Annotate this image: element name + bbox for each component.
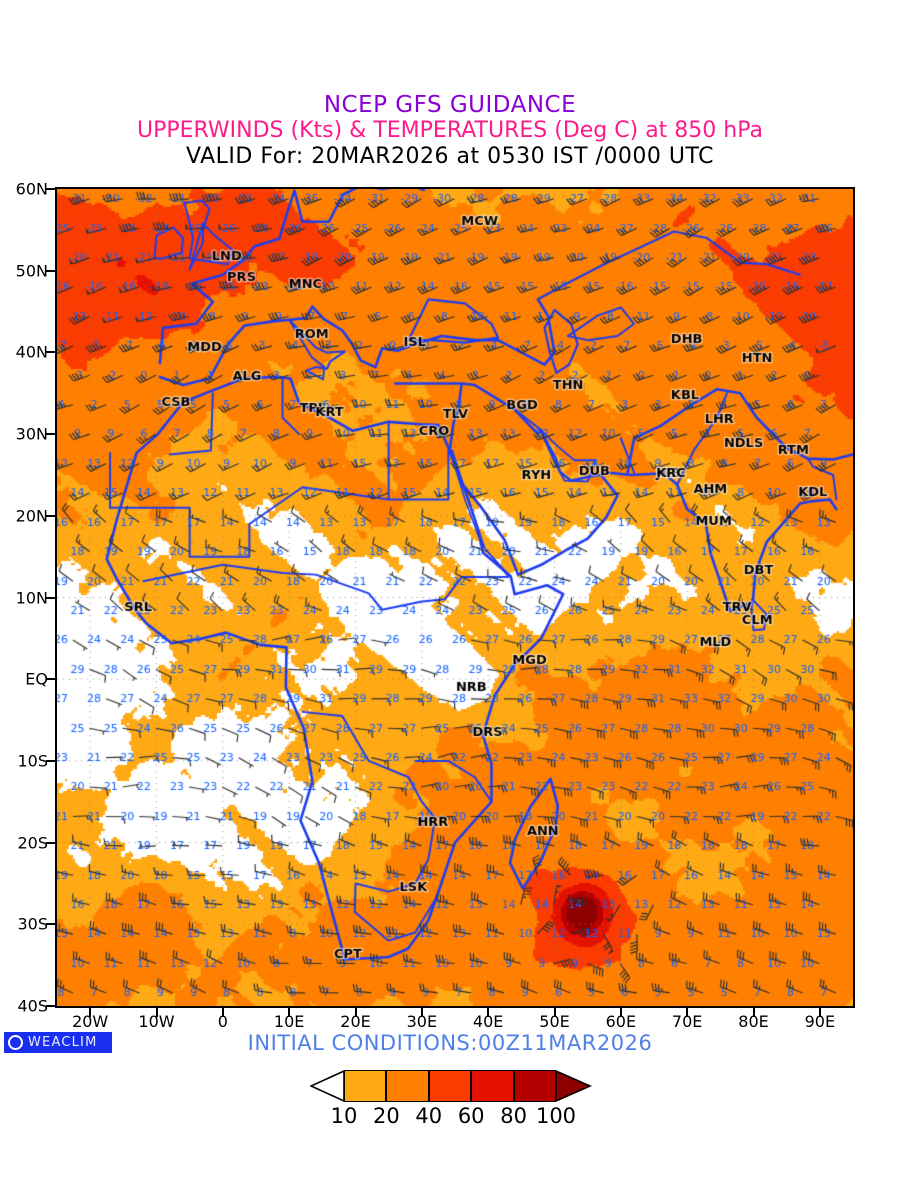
lat-tick-mark (46, 188, 55, 190)
title-line-model: NCEP GFS GUIDANCE (323, 92, 577, 118)
lat-tick-label: EQ (25, 669, 48, 689)
lat-tick-label: 30N (15, 424, 48, 444)
colorbar-segment (471, 1070, 514, 1102)
lat-tick-label: 30S (17, 914, 48, 934)
lat-tick-mark (46, 759, 55, 762)
lon-tick-mark (686, 1008, 689, 1017)
lon-tick-mark (752, 1008, 755, 1017)
lon-tick-label: 10E (273, 1012, 305, 1031)
colorbar-segment (344, 1070, 387, 1102)
lon-tick-mark (221, 1008, 224, 1017)
weather-map-canvas (57, 189, 853, 1006)
lon-tick-label: 20W (72, 1012, 109, 1031)
colorbar-segment (513, 1070, 556, 1102)
lon-tick-label: 60E (605, 1012, 637, 1031)
colorbar-arrow-left-icon (310, 1070, 345, 1102)
colorbar-tick-label: 80 (500, 1104, 527, 1128)
copyright-ring-icon (8, 1035, 23, 1050)
colorbar-tick-label: 100 (535, 1104, 577, 1128)
lat-tick-label: 10N (15, 588, 48, 607)
lon-tick-mark (420, 1008, 423, 1017)
lat-tick-label: 20S (17, 833, 48, 853)
lat-tick-label: 50N (15, 261, 48, 281)
weaclim-logo: WEACLIM (4, 1032, 112, 1053)
lat-tick-mark (46, 1005, 55, 1007)
colorbar-segment (386, 1070, 429, 1102)
lon-tick-label: 70E (671, 1012, 703, 1031)
lat-tick-mark (46, 351, 55, 354)
colorbar-swatches (310, 1070, 592, 1102)
lat-tick-label: 20N (15, 506, 48, 526)
map-plot-area[interactable] (55, 187, 855, 1008)
lat-tick-mark (46, 596, 55, 599)
lon-tick-label: 10W (138, 1012, 175, 1031)
lon-tick-mark (553, 1008, 556, 1017)
lon-tick-mark (288, 1008, 291, 1017)
lon-tick-mark (487, 1008, 490, 1017)
lon-tick-label: 80E (738, 1012, 769, 1031)
colorbar-tick-label: 10 (330, 1104, 358, 1128)
lon-tick-mark (155, 1008, 158, 1017)
lon-tick-mark (818, 1008, 821, 1017)
title-line-variable: UPPERWINDS (Kts) & TEMPERATURES (Deg C) … (136, 118, 763, 143)
lat-tick-mark (46, 269, 55, 272)
lon-tick-label: 50E (539, 1012, 570, 1031)
lat-tick-mark (46, 433, 55, 436)
lat-tick-mark (46, 678, 55, 681)
colorbar-tick-label: 60 (457, 1104, 485, 1128)
lat-tick-mark (46, 514, 55, 517)
lat-tick-label: 60N (15, 179, 48, 199)
weaclim-logo-text: WEACLIM (28, 1035, 98, 1050)
colorbar-tick-label: 20 (373, 1104, 400, 1128)
title-line-validtime: VALID For: 20MAR2026 at 0530 IST /0000 U… (185, 144, 715, 169)
colorbar-segment (428, 1070, 472, 1102)
lon-tick-label: 0 (217, 1012, 228, 1031)
chart-title-block: NCEP GFS GUIDANCE UPPERWINDS (Kts) & TEM… (0, 92, 900, 170)
colorbar-tick-label: 40 (415, 1104, 443, 1128)
lon-tick-label: 40E (472, 1012, 504, 1031)
colorbar-legend: 10 20 40 60 80 100 (0, 1070, 900, 1132)
lon-tick-mark (354, 1008, 357, 1017)
lat-tick-mark (46, 923, 55, 926)
colorbar-arrow-right-icon (556, 1070, 592, 1102)
lat-tick-mark (46, 841, 55, 844)
initial-conditions-label: INITIAL CONDITIONS:00Z11MAR2026 (247, 1031, 653, 1055)
lon-tick-label: 90E (804, 1012, 836, 1031)
lon-tick-mark (89, 1008, 92, 1017)
lat-tick-label: 10S (17, 751, 48, 771)
lat-tick-label: 40S (17, 996, 48, 1016)
lat-tick-label: 40N (15, 342, 48, 362)
lon-tick-mark (619, 1008, 622, 1017)
colorbar-tick-labels: 10 20 40 60 80 100 (310, 1104, 590, 1130)
lon-tick-label: 30E (406, 1012, 438, 1031)
lon-tick-label: 20E (340, 1012, 371, 1031)
